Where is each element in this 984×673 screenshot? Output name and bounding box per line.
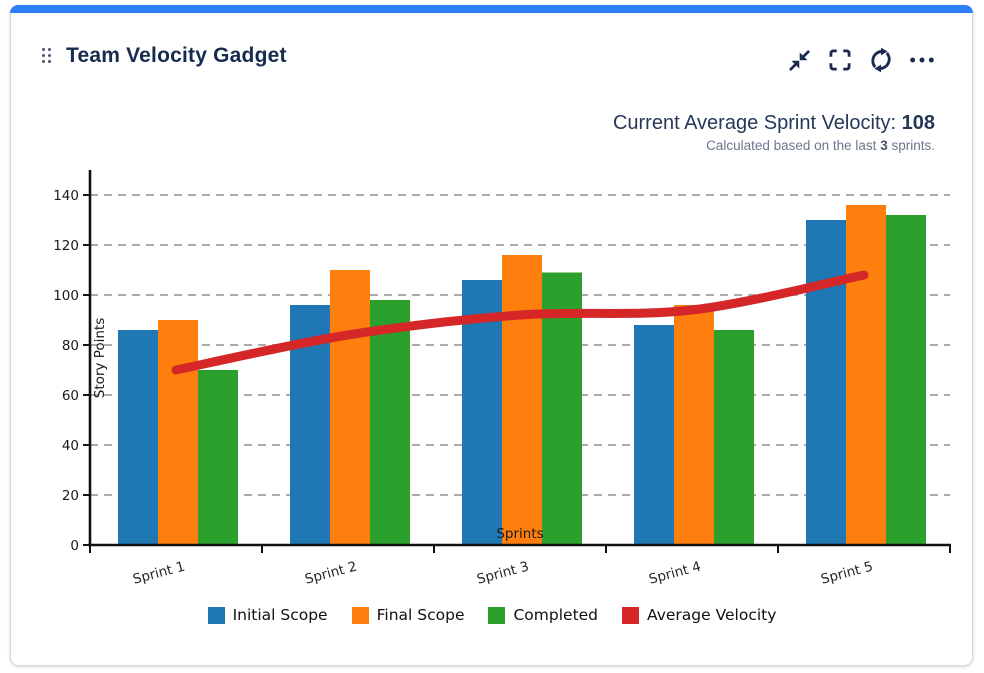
bar-initial-scope-4[interactable] — [634, 325, 674, 545]
average-velocity-line[interactable] — [171, 270, 869, 375]
bar-initial-scope-3[interactable] — [462, 280, 502, 545]
more-options-button[interactable] — [906, 46, 938, 74]
y-tick-label-40: 40 — [62, 438, 79, 454]
bar-final-scope-5[interactable] — [846, 205, 886, 545]
refresh-button[interactable] — [865, 46, 897, 74]
legend-label: Initial Scope — [232, 606, 328, 624]
card-accent-bar — [10, 5, 973, 13]
minimize-button[interactable] — [783, 46, 815, 74]
bar-completed-2[interactable] — [370, 300, 410, 545]
average-velocity-headline: Current Average Sprint Velocity: 108 — [612, 112, 935, 134]
y-tick-label-100: 100 — [53, 288, 79, 304]
y-axis-title: Story Points — [92, 318, 108, 399]
bar-initial-scope-5[interactable] — [806, 220, 846, 545]
legend-item-initial-scope[interactable]: Initial Scope — [207, 606, 328, 624]
y-tick-label-60: 60 — [62, 388, 79, 404]
velocity-chart: 0 20 40 60 80 100 120 140 Sprint 1 Sprint 2 Sprint… — [53, 170, 951, 588]
velocity-stats: Current Average Sprint Velocity: 108 Cal… — [613, 112, 935, 153]
refresh-icon — [867, 46, 895, 74]
legend-item-final-scope[interactable]: Final Scope — [351, 606, 465, 624]
x-tick-label-3: Sprint 3 — [475, 559, 531, 588]
y-tick-label-120: 120 — [53, 238, 79, 254]
bar-final-scope-3[interactable] — [502, 255, 542, 545]
legend-label: Average Velocity — [647, 606, 777, 624]
legend-item-average-velocity[interactable]: Average Velocity — [622, 606, 776, 624]
bar-completed-4[interactable] — [714, 330, 754, 545]
legend-swatch — [351, 606, 369, 624]
gadget-title: Team Velocity Gadget — [66, 44, 287, 67]
x-axis-title: Sprints — [496, 526, 543, 542]
legend-label: Final Scope — [376, 606, 465, 624]
y-tick-label-80: 80 — [62, 338, 79, 354]
bar-initial-scope-1[interactable] — [118, 330, 158, 545]
y-tick-label-140: 140 — [53, 188, 79, 204]
bar-final-scope-2[interactable] — [330, 270, 370, 545]
gadget-header: Team Velocity Gadget — [42, 44, 287, 68]
legend-swatch — [622, 606, 640, 624]
y-tick-label-20: 20 — [62, 488, 79, 504]
minimize-icon — [786, 47, 813, 74]
legend-item-completed[interactable]: Completed — [488, 606, 598, 624]
legend-swatch — [488, 606, 506, 624]
legend-swatch — [207, 606, 225, 624]
chart-legend: Initial Scope Final Scope Completed Average… — [0, 606, 984, 624]
gadget-actions — [783, 46, 938, 74]
x-tick-label-5: Sprint 5 — [819, 559, 875, 588]
fullscreen-icon — [827, 47, 853, 73]
average-velocity-subtitle: Calculated based on the last 3 sprints. — [706, 138, 935, 153]
drag-handle-icon[interactable] — [42, 48, 52, 64]
x-tick-label-2: Sprint 2 — [303, 559, 359, 588]
legend-label: Completed — [513, 606, 599, 624]
fullscreen-button[interactable] — [824, 46, 856, 74]
x-tick-label-1: Sprint 1 — [131, 559, 187, 588]
y-tick-label-0: 0 — [70, 538, 79, 554]
bar-final-scope-4[interactable] — [674, 305, 714, 545]
x-tick-label-4: Sprint 4 — [647, 559, 703, 588]
ellipsis-icon — [908, 46, 936, 74]
average-velocity-value: 108 — [901, 112, 935, 134]
bar-completed-5[interactable] — [886, 215, 926, 545]
bar-completed-1[interactable] — [198, 370, 238, 545]
bar-final-scope-1[interactable] — [158, 320, 198, 545]
